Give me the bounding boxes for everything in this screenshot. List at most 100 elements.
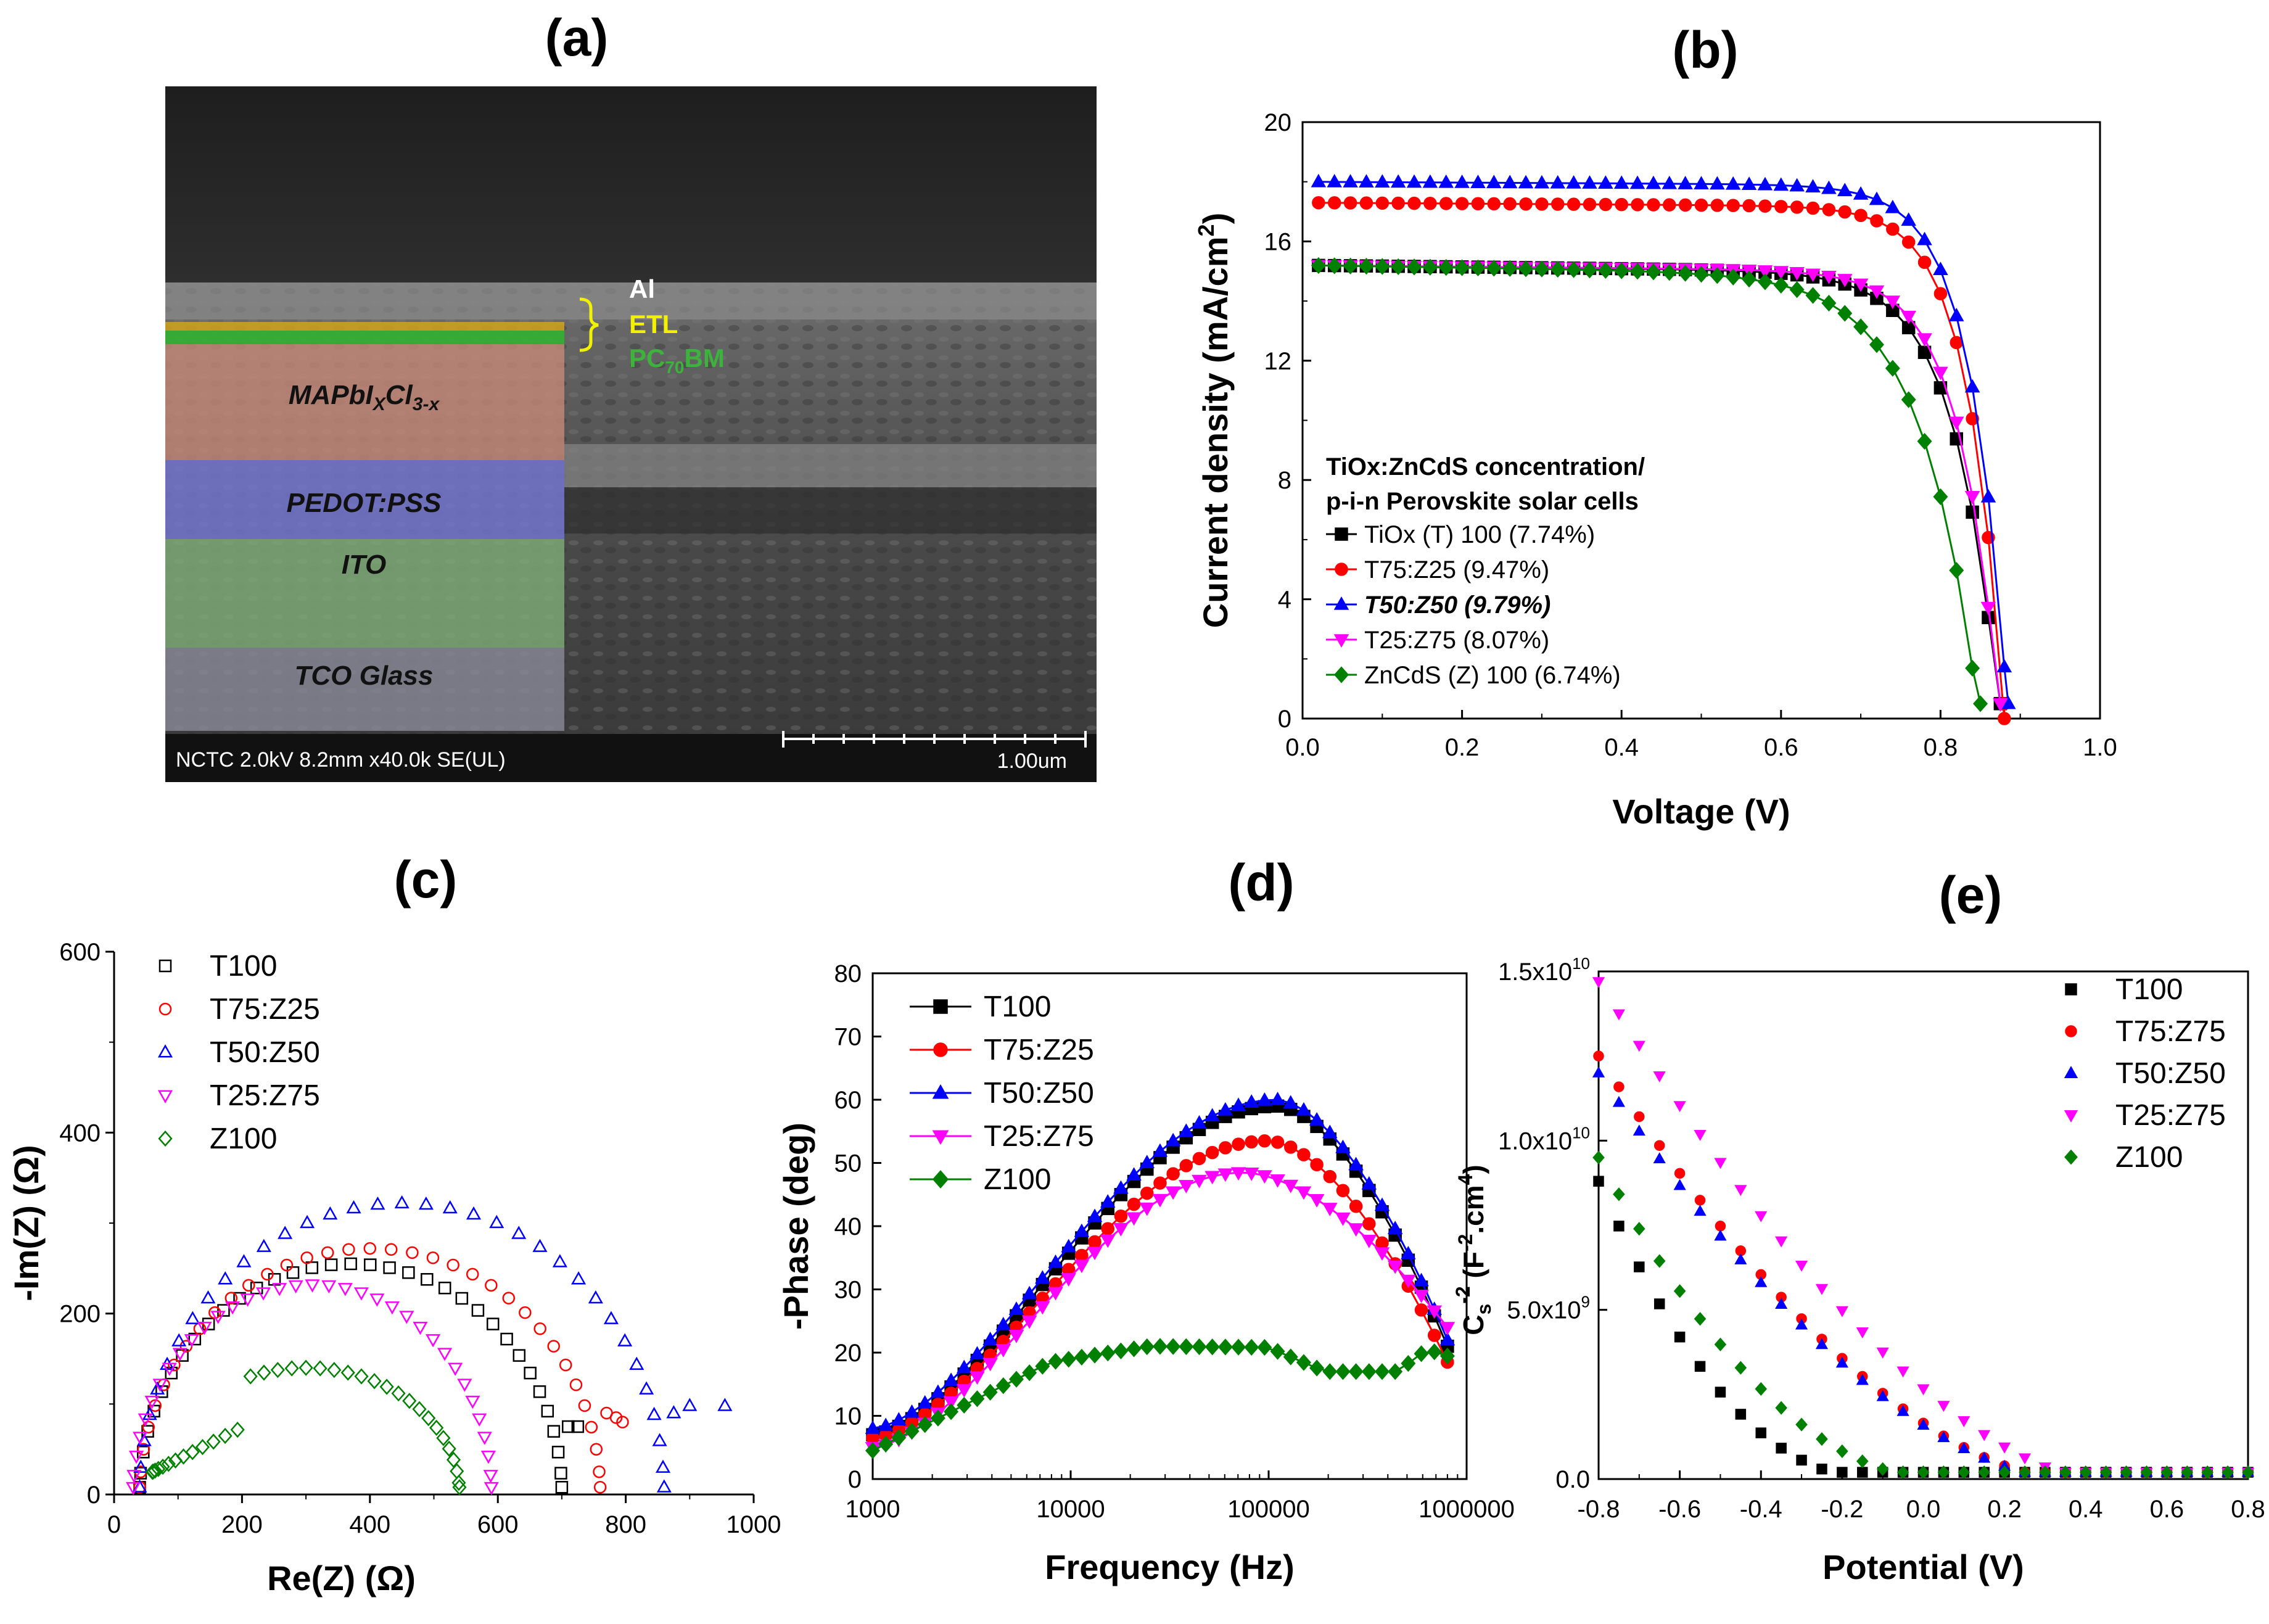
ms-legend-marker-3 (2064, 1110, 2078, 1123)
ms-point-3 (1856, 1327, 1869, 1339)
bode-point-3 (1296, 1186, 1312, 1200)
nyq-point-4 (429, 1419, 444, 1436)
bode-point-3 (1100, 1234, 1116, 1248)
ms-legend-label-1: T75:Z75 (2115, 1015, 2226, 1048)
jv-point-2 (1837, 183, 1853, 197)
jv-point-3 (1948, 416, 1964, 431)
jv-point-1 (1774, 200, 1788, 213)
label-mapbi: MAPbIXCl3-x (289, 380, 440, 414)
ms-y-tick-label: 5.0x109 (1507, 1293, 1590, 1324)
nyq-point-1 (569, 1378, 583, 1391)
bode-point-1 (1088, 1235, 1102, 1249)
ms-point-0 (1755, 1427, 1766, 1438)
jv-point-3 (1885, 295, 1901, 310)
nyq-point-2 (370, 1196, 385, 1210)
bode-point-2 (1270, 1092, 1285, 1105)
bode-point-4 (1074, 1348, 1089, 1366)
nyq-point-2 (571, 1271, 587, 1285)
nyq-point-4 (442, 1440, 456, 1457)
bode-legend-marker-2 (932, 1084, 949, 1099)
ms-point-4 (1795, 1417, 1808, 1432)
ms-point-4 (2120, 1465, 2133, 1480)
jv-point-1 (1423, 197, 1437, 210)
bode-point-1 (1205, 1145, 1219, 1160)
bode-point-2 (1414, 1272, 1429, 1287)
bode-point-2 (1126, 1167, 1142, 1181)
jv-point-4 (1359, 258, 1374, 275)
jv-point-2 (1629, 175, 1645, 189)
jv-x-tick-label: 0.0 (1285, 734, 1320, 761)
nyq-point-0 (551, 1446, 565, 1459)
jv-point-4 (1694, 266, 1709, 283)
nyq-legend-marker-2 (157, 1044, 173, 1058)
jv-point-1 (1726, 199, 1740, 212)
bode-point-2 (891, 1412, 907, 1426)
nyq-point-4 (230, 1421, 245, 1438)
bode-point-1 (1349, 1200, 1363, 1213)
bode-point-1 (1270, 1136, 1285, 1149)
jv-point-2 (1853, 186, 1869, 200)
jv-legend-marker-0 (1335, 527, 1348, 541)
bode-point-3 (1348, 1223, 1364, 1237)
nyq-point-0 (421, 1273, 434, 1286)
sem-dark-band (564, 487, 1097, 534)
nyq-point-2 (656, 1479, 672, 1493)
jv-point-2 (1980, 488, 1996, 503)
sem-al-layer (165, 282, 1097, 319)
bode-point-2 (1283, 1095, 1299, 1109)
jv-point-4 (1837, 305, 1853, 322)
ms-point-4 (2222, 1465, 2234, 1480)
ms-point-0 (1653, 1298, 1665, 1309)
nyq-point-1 (142, 1420, 155, 1434)
nyq-point-4 (147, 1462, 163, 1479)
jv-point-4 (1582, 262, 1597, 279)
nyq-legend-label-2: T50:Z50 (210, 1036, 320, 1069)
bode-point-2 (1192, 1115, 1207, 1129)
bode-point-4 (1322, 1363, 1338, 1380)
jv-legend-label-0: TiOx (T) 100 (7.74%) (1364, 521, 1595, 548)
nyq-point-0 (547, 1425, 561, 1438)
ms-point-4 (1673, 1284, 1686, 1298)
ms-point-2 (1755, 1276, 1768, 1287)
ms-point-3 (1755, 1211, 1768, 1222)
jv-point-4 (1805, 287, 1821, 304)
nyq-point-0 (541, 1404, 554, 1418)
bode-point-4 (982, 1383, 998, 1401)
jv-point-3 (1980, 601, 1996, 616)
nyq-tail-point-1 (609, 1411, 623, 1424)
nyq-x-tick-label: 1000 (727, 1511, 781, 1538)
bode-point-2 (1257, 1092, 1272, 1106)
nyq-point-1 (342, 1243, 355, 1256)
bode-point-2 (1205, 1108, 1220, 1122)
scale-label: 1.00um (997, 749, 1067, 773)
jv-point-1 (1391, 196, 1405, 210)
ms-point-0 (1613, 1221, 1625, 1232)
ms-point-3 (1694, 1130, 1707, 1141)
ms-legend-label-4: Z100 (2115, 1141, 2183, 1174)
bode-x-tick-label: 10000 (1036, 1496, 1105, 1523)
jv-point-3 (1993, 698, 2008, 712)
nyq-point-1 (593, 1465, 606, 1478)
nyq-x-tick-label: 200 (221, 1511, 263, 1538)
nyq-point-2 (617, 1333, 633, 1346)
jv-point-4 (1645, 263, 1661, 281)
nyq-point-4 (451, 1474, 466, 1491)
bode-point-4 (1401, 1354, 1416, 1372)
ms-point-2 (1958, 1442, 1970, 1453)
bode-point-2 (1100, 1194, 1116, 1208)
ms-point-3 (1835, 1306, 1848, 1317)
nyq-point-0 (233, 1292, 246, 1305)
ms-point-3 (1958, 1416, 1970, 1427)
jv-point-2 (1805, 179, 1821, 193)
jv-point-0 (1966, 505, 1979, 519)
bode-point-4 (1061, 1351, 1076, 1368)
nyq-point-1 (224, 1292, 238, 1305)
ms-point-2 (1775, 1298, 1788, 1309)
jv-point-3 (1773, 266, 1789, 280)
ms-x-tick-label: -0.4 (1740, 1496, 1782, 1523)
nyq-point-3 (353, 1287, 369, 1301)
jv-point-4 (1789, 281, 1805, 299)
jv-point-2 (1390, 174, 1406, 188)
bode-point-2 (1165, 1132, 1181, 1147)
nyq-point-4 (327, 1362, 342, 1379)
